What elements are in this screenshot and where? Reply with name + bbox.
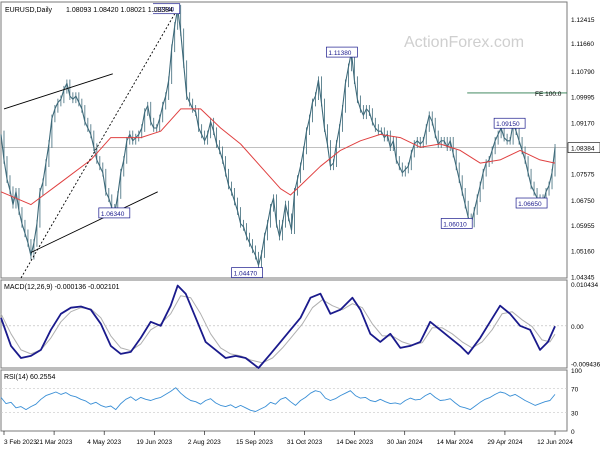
watermark: ActionForex.com	[404, 34, 524, 51]
macd-tick-label: 0.010434	[571, 282, 598, 289]
price-tick-label: 1.12415	[571, 17, 595, 24]
x-tick-label: 4 May 2023	[87, 439, 121, 446]
price-level-label-box	[98, 207, 131, 219]
rsi-tick-label: 30	[571, 411, 579, 418]
rsi-pane-frame	[0, 369, 568, 432]
rsi-tick-label: 100	[571, 368, 582, 375]
price-level-label: 1.12740	[151, 7, 175, 14]
macd-pane-frame	[0, 279, 568, 369]
price-close-line	[0, 8, 556, 266]
rsi-tick-label: 0	[571, 429, 575, 436]
price-level-label-box	[231, 267, 263, 278]
x-tick-label: 21 Mar 2023	[36, 439, 73, 446]
x-tick-label: 12 Jun 2024	[537, 439, 573, 446]
price-level-label-box	[515, 197, 548, 209]
price-level-label-box	[493, 117, 526, 129]
x-tick-label: 14 Dec 2023	[336, 439, 373, 446]
price-tick-label: 1.10790	[571, 69, 595, 76]
price-tick-label: 1.09995	[571, 94, 595, 101]
macd-line	[0, 284, 556, 369]
macd-tick-label: -0.009436	[571, 362, 600, 369]
ohlc-readout: 1.08093 1.08420 1.08021 1.08384	[66, 7, 173, 14]
current-price-box	[567, 142, 600, 153]
moving-average-line	[0, 108, 556, 206]
price-tick-label: 1.04345	[571, 275, 595, 282]
x-tick-label: 15 Sep 2023	[236, 439, 273, 446]
rsi-tick-label: 70	[571, 386, 579, 393]
price-level-label-box	[440, 218, 473, 229]
x-tick-label: 31 Oct 2023	[287, 439, 323, 446]
macd-tick-label: 0.00	[571, 324, 584, 331]
price-tick-label: 1.07575	[571, 172, 595, 179]
fe-label: FE 100.0	[535, 91, 562, 98]
grid-layer	[1, 147, 567, 414]
price-tick-label: 1.05160	[571, 249, 595, 256]
x-tick-label: 29 Apr 2024	[487, 439, 522, 446]
trendline	[30, 191, 158, 253]
x-tick-label: 2 Aug 2023	[188, 439, 221, 446]
x-tick-label: 19 Jun 2023	[136, 439, 172, 446]
rsi-layer	[0, 387, 556, 412]
price-level-label: 1.04470	[234, 271, 258, 278]
price-tick-label: 1.09170	[571, 121, 595, 128]
macd-label: MACD(12,26,9) -0.000136 -0.002101	[4, 284, 120, 291]
x-tick-label: 30 Jan 2024	[387, 439, 423, 446]
price-pane-frame	[0, 1, 568, 279]
price-level-label: 1.06650	[518, 201, 542, 208]
price-layer: FE 100.0 1.12740 1.11380 1.09150 1.06340 1.06…	[0, 3, 567, 279]
trendline	[3, 73, 113, 110]
price-level-label: 1.06010	[443, 221, 467, 228]
price-tick-label: 1.08384	[571, 146, 595, 153]
chart-title: EURUSD,Daily	[5, 7, 53, 14]
price-tick-label: 1.11660	[571, 41, 594, 48]
price-tick-label: 1.06750	[571, 198, 595, 205]
price-level-label: 1.09150	[496, 121, 520, 128]
x-tick-label: 14 Mar 2024	[437, 439, 474, 446]
macd-layer	[0, 284, 556, 369]
price-level-label: 1.06340	[101, 211, 125, 218]
price-tick-label: 1.05955	[571, 223, 595, 230]
macd-signal-line	[0, 295, 556, 364]
rsi-line	[0, 387, 556, 412]
axis-layer: 1.12415 1.11660 1.10790 1.09995 1.09170 1.083…	[3, 17, 600, 446]
price-level-label: 1.11380	[328, 50, 351, 57]
price-level-label-box	[326, 46, 358, 58]
x-tick-label: 3 Feb 2023	[4, 439, 37, 446]
rsi-label: RSI(14) 60.2554	[4, 374, 55, 381]
